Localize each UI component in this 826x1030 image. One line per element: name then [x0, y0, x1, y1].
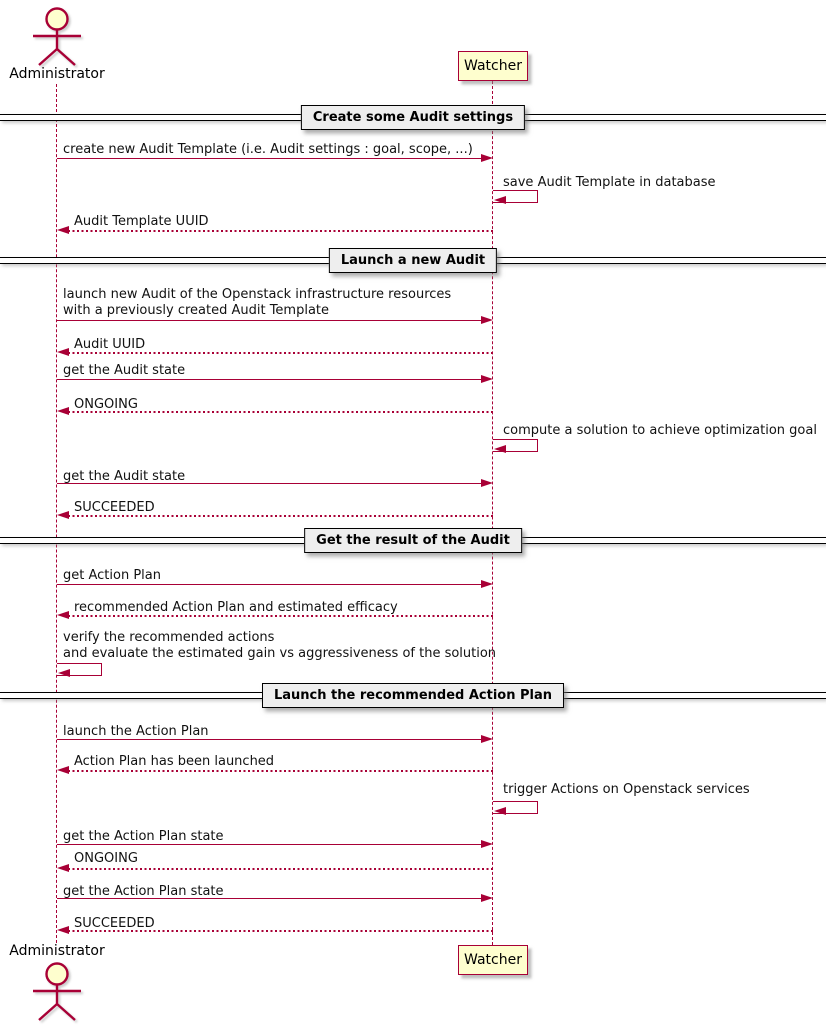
arrowhead-right-icon — [481, 735, 493, 743]
arrowhead-left-icon — [57, 926, 69, 934]
watcher-label-bottom: Watcher — [464, 952, 522, 968]
message-label-line: and evaluate the estimated gain vs aggre… — [63, 646, 497, 661]
administrator-label-top: Administrator — [9, 66, 105, 82]
message-arrow-line — [57, 158, 482, 159]
message-label-line: get the Audit state — [63, 469, 186, 484]
arrowhead-left-icon — [57, 511, 69, 519]
message-label: ONGOING — [74, 397, 138, 413]
arrowhead-left-icon — [57, 766, 69, 774]
administrator-label-bottom: Administrator — [9, 943, 105, 959]
message-label: SUCCEEDED — [74, 500, 155, 516]
lifeline-watcher — [492, 81, 493, 945]
message-label: get Action Plan — [63, 568, 161, 584]
message-label-line: get the Audit state — [63, 363, 186, 378]
message-label-line: launch the Action Plan — [63, 724, 209, 739]
message-label: verify the recommended actions and evalua… — [63, 630, 496, 662]
arrowhead-left-icon — [57, 864, 69, 872]
message-label-line: ONGOING — [74, 397, 138, 412]
watcher-participant-top: Watcher — [458, 51, 528, 81]
administrator-actor-icon — [33, 7, 81, 66]
arrowhead-left-icon — [58, 669, 70, 677]
message-label: recommended Action Plan and estimated ef… — [74, 600, 398, 616]
message-arrow-line — [57, 898, 482, 899]
return-arrow-line — [68, 411, 493, 413]
message-label-line: get Action Plan — [63, 568, 161, 583]
message-label: get the Audit state — [63, 363, 185, 379]
divider-label: Create some Audit settings — [300, 104, 526, 130]
message-label: trigger Actions on Openstack services — [503, 782, 750, 798]
message-label-line: trigger Actions on Openstack services — [503, 782, 750, 797]
divider-label: Get the result of the Audit — [304, 527, 522, 553]
message-label-line: create new Audit Template (i.e. Audit se… — [63, 142, 473, 157]
message-label-line: get the Action Plan state — [63, 884, 224, 899]
arrowhead-left-icon — [494, 196, 506, 204]
divider-label: Launch a new Audit — [328, 247, 498, 273]
message-label: Audit UUID — [74, 337, 145, 353]
message-arrow-line — [57, 320, 482, 321]
message-label-line: ONGOING — [74, 851, 138, 866]
message-label-line: Action Plan has been launched — [74, 754, 275, 769]
arrowhead-left-icon — [57, 611, 69, 619]
message-label-line: Audit Template UUID — [74, 214, 209, 229]
message-arrow-line — [57, 379, 482, 380]
message-label-line: save Audit Template in database — [503, 175, 716, 190]
message-label-line: compute a solution to achieve optimizati… — [503, 423, 817, 438]
return-arrow-line — [68, 515, 493, 517]
message-label: Audit Template UUID — [74, 214, 209, 230]
arrowhead-left-icon — [494, 445, 506, 453]
arrowhead-right-icon — [481, 580, 493, 588]
arrowhead-right-icon — [481, 375, 493, 383]
self-message-loop — [57, 663, 102, 676]
message-arrow-line — [57, 483, 482, 484]
arrowhead-right-icon — [481, 154, 493, 162]
arrowhead-left-icon — [57, 407, 69, 415]
arrowhead-left-icon — [494, 807, 506, 815]
watcher-participant-bottom: Watcher — [458, 945, 528, 975]
arrowhead-right-icon — [481, 479, 493, 487]
message-arrow-line — [57, 844, 482, 845]
message-label: compute a solution to achieve optimizati… — [503, 423, 817, 439]
message-label-line: Audit UUID — [74, 337, 146, 352]
message-label-line: launch new Audit of the Openstack infras… — [63, 287, 452, 302]
return-arrow-line — [68, 770, 493, 772]
message-label: get the Action Plan state — [63, 829, 224, 845]
message-arrow-line — [57, 584, 482, 585]
message-label: create new Audit Template (i.e. Audit se… — [63, 142, 473, 158]
arrowhead-right-icon — [481, 840, 493, 848]
self-message-loop — [493, 190, 538, 203]
arrowhead-left-icon — [57, 348, 69, 356]
arrowhead-right-icon — [481, 894, 493, 902]
self-message-loop — [493, 801, 538, 814]
message-label: launch the Action Plan — [63, 724, 209, 740]
message-label: get the Action Plan state — [63, 884, 224, 900]
message-arrow-line — [57, 739, 482, 740]
return-arrow-line — [68, 230, 493, 232]
message-label-line: SUCCEEDED — [74, 916, 155, 931]
message-label-line: recommended Action Plan and estimated ef… — [74, 600, 398, 615]
message-label: save Audit Template in database — [503, 175, 716, 191]
message-label: ONGOING — [74, 851, 138, 867]
message-label: SUCCEEDED — [74, 916, 155, 932]
message-label-line: SUCCEEDED — [74, 500, 155, 515]
message-label-line: get the Action Plan state — [63, 829, 224, 844]
arrowhead-right-icon — [481, 316, 493, 324]
divider-label: Launch the recommended Action Plan — [261, 682, 565, 708]
message-label: launch new Audit of the Openstack infras… — [63, 287, 451, 319]
return-arrow-line — [68, 615, 493, 617]
message-label-line: with a previously created Audit Template — [63, 303, 330, 318]
self-message-loop — [493, 439, 538, 452]
return-arrow-line — [68, 930, 493, 932]
return-arrow-line — [68, 868, 493, 870]
message-label-line: verify the recommended actions — [63, 630, 275, 645]
lifeline-administrator — [56, 84, 57, 943]
watcher-label-top: Watcher — [464, 58, 522, 74]
message-label: get the Audit state — [63, 469, 185, 485]
administrator-actor-icon-bottom — [33, 962, 81, 1021]
message-label: Action Plan has been launched — [74, 754, 274, 770]
return-arrow-line — [68, 352, 493, 354]
arrowhead-left-icon — [57, 226, 69, 234]
